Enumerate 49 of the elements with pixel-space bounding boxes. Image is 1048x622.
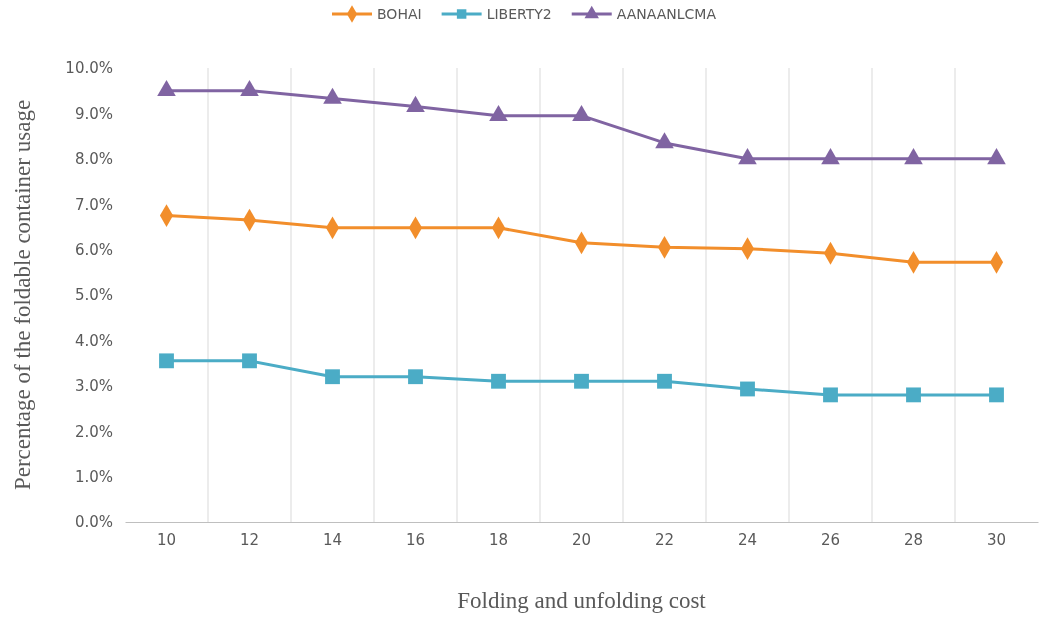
point xyxy=(489,104,508,122)
legend-label: LIBERTY2 xyxy=(486,6,552,22)
legend-label: BOHAI xyxy=(377,6,422,22)
y-tick-label: 3.0% xyxy=(74,377,113,396)
point xyxy=(406,95,425,112)
point xyxy=(906,387,921,403)
point xyxy=(323,87,342,104)
y-tick-label: 10.0% xyxy=(65,59,113,78)
x-tick-label: 22 xyxy=(654,530,675,549)
y-tick-label: 9.0% xyxy=(74,104,113,123)
x-tick-label: 16 xyxy=(405,530,426,549)
x-axis-title: Folding and unfolding cost xyxy=(457,588,707,613)
point xyxy=(491,373,506,389)
y-tick-label: 7.0% xyxy=(74,195,113,214)
point xyxy=(574,373,589,389)
point xyxy=(823,387,838,403)
point xyxy=(657,373,672,389)
x-tick-label: 10 xyxy=(156,530,177,549)
point xyxy=(904,148,923,165)
point xyxy=(738,148,757,165)
point xyxy=(240,79,259,97)
point xyxy=(740,381,755,397)
x-tick-label: 24 xyxy=(737,530,758,549)
point xyxy=(655,132,674,149)
x-tick-label: 28 xyxy=(903,530,924,549)
y-tick-label: 6.0% xyxy=(74,240,113,259)
point xyxy=(157,79,176,97)
point xyxy=(408,369,423,385)
y-tick-label: 5.0% xyxy=(74,286,113,305)
point xyxy=(987,148,1006,165)
point xyxy=(572,104,591,122)
legend-label: AANAANLCMA xyxy=(616,6,717,22)
x-tick-label: 26 xyxy=(820,530,841,549)
point xyxy=(242,353,257,369)
point xyxy=(989,387,1004,403)
x-tick-label: 12 xyxy=(239,530,260,549)
point xyxy=(325,369,340,385)
y-tick-label: 4.0% xyxy=(74,331,113,350)
x-tick-label: 30 xyxy=(986,530,1007,549)
y-tick-label: 8.0% xyxy=(74,150,113,169)
point xyxy=(159,353,174,369)
y-tick-label: 0.0% xyxy=(74,513,113,532)
y-axis-title: Percentage of the foldable container usage xyxy=(10,99,35,491)
y-tick-label: 2.0% xyxy=(74,422,113,441)
x-tick-label: 18 xyxy=(488,530,509,549)
x-tick-label: 14 xyxy=(322,530,343,549)
point xyxy=(821,148,840,165)
x-tick-label: 20 xyxy=(571,530,592,549)
y-tick-label: 1.0% xyxy=(74,467,113,486)
